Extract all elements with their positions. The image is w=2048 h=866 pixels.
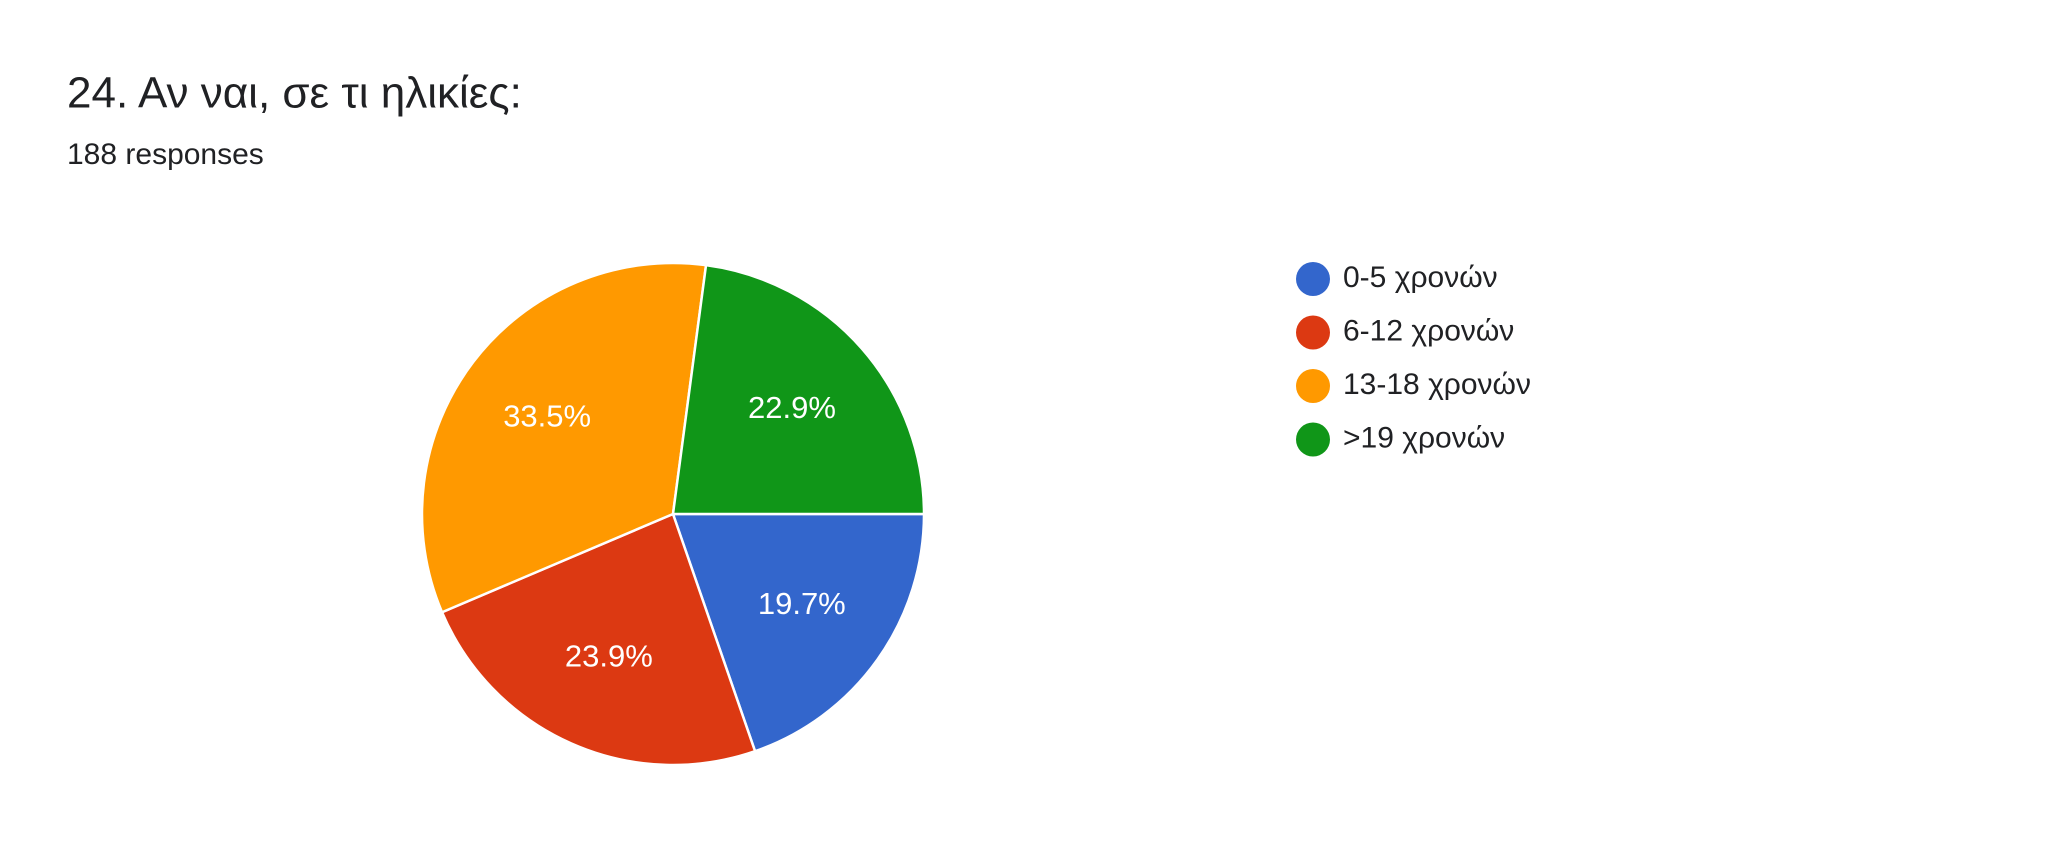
slice-label: 22.9% [748,390,836,425]
pie-slice [440,512,757,767]
legend-marker [1296,262,1330,296]
pie-slice [671,263,926,516]
legend-marker [1296,369,1330,403]
chart-subtitle: 188 responses [67,138,264,171]
legend-label: 13-18 χρονών [1343,368,1531,401]
legend-label: 0-5 χρονών [1343,261,1498,294]
legend-label: 6-12 χρονών [1343,314,1514,347]
slice-label: 23.9% [565,639,653,674]
chart-title: 24. Αν ναι, σε τι ηλικίες: [67,69,522,118]
legend-marker [1296,422,1330,457]
pie-slice [420,261,708,614]
legend-marker [1296,315,1330,350]
slice-label: 33.5% [503,398,591,433]
slice-label: 19.7% [758,586,846,621]
legend-label: >19 χρονών [1343,421,1505,454]
